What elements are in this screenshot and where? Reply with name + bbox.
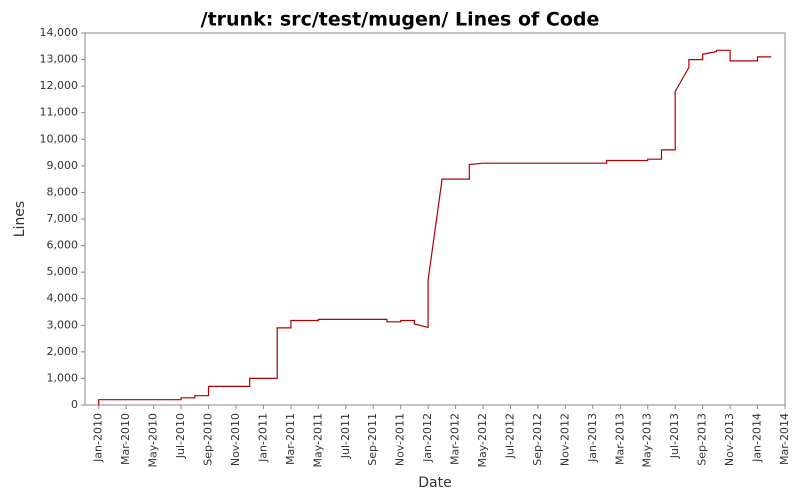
y-tick-label: 11,000 [40, 106, 79, 119]
x-tick-label: Sep-2013 [696, 413, 709, 466]
y-tick-label: 1,000 [47, 371, 79, 384]
x-tick-label: Sep-2010 [202, 413, 215, 466]
x-tick-label: May-2013 [641, 413, 654, 468]
x-tick-label: Jan-2013 [586, 413, 599, 463]
x-tick-label: Sep-2012 [531, 413, 544, 466]
x-tick-label: Jul-2012 [503, 413, 516, 459]
y-tick-label: 13,000 [40, 53, 79, 66]
y-tick-label: 10,000 [40, 132, 79, 145]
y-tick-label: 8,000 [47, 185, 79, 198]
y-tick-label: 5,000 [47, 265, 79, 278]
x-tick-label: Jan-2014 [751, 413, 764, 463]
x-tick-label: Mar-2011 [284, 413, 297, 465]
y-axis-label: Lines [12, 201, 28, 237]
y-tick-label: 9,000 [47, 159, 79, 172]
x-tick-label: Mar-2012 [449, 413, 462, 465]
x-tick-label: Mar-2010 [119, 413, 132, 465]
x-tick-label: Nov-2012 [558, 413, 571, 466]
y-tick-label: 2,000 [47, 345, 79, 358]
x-tick-label: Jul-2011 [339, 413, 352, 459]
y-tick-label: 0 [71, 398, 78, 411]
y-tick-label: 12,000 [40, 79, 79, 92]
x-axis-label: Date [418, 475, 451, 491]
y-tick-label: 14,000 [40, 26, 79, 39]
plot-frame [84, 32, 786, 406]
x-tick-label: Jan-2011 [256, 413, 269, 463]
x-tick-label: Nov-2013 [723, 413, 736, 466]
x-tick-label: Jul-2010 [174, 413, 187, 459]
x-tick-label: Nov-2010 [229, 413, 242, 466]
y-tick-label: 6,000 [47, 239, 79, 252]
x-tick-label: May-2010 [147, 413, 160, 468]
line-series [98, 49, 772, 405]
y-tick-label: 3,000 [47, 318, 79, 331]
x-tick-label: Jul-2013 [668, 413, 681, 459]
x-tick-label: May-2012 [476, 413, 489, 468]
x-tick-label: Jan-2010 [92, 413, 105, 463]
x-tick-label: Nov-2011 [394, 413, 407, 466]
y-tick-label: 7,000 [47, 212, 79, 225]
y-tick-label: 4,000 [47, 292, 79, 305]
x-tick-label: Jan-2012 [421, 413, 434, 463]
x-tick-label: May-2011 [311, 413, 324, 468]
chart-title: /trunk: src/test/mugen/ Lines of Code [201, 9, 600, 31]
x-tick-label: Mar-2013 [613, 413, 626, 465]
x-tick-label: Mar-2014 [778, 413, 791, 465]
x-tick-label: Sep-2011 [366, 413, 379, 466]
